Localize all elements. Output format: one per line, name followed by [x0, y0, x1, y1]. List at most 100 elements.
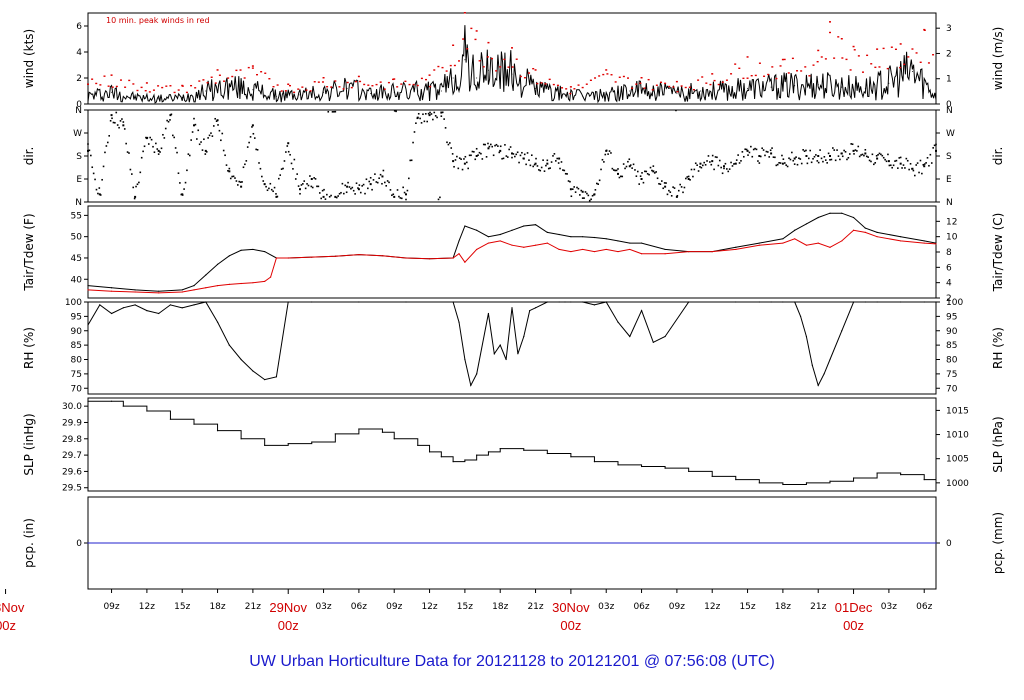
direction-point	[441, 111, 444, 114]
direction-point	[157, 149, 160, 152]
direction-point	[891, 166, 893, 169]
peak-wind-point	[750, 74, 753, 77]
peak-wind-point	[272, 86, 275, 88]
direction-point	[635, 175, 638, 177]
peak-wind-point	[157, 85, 160, 87]
y-axis-label-left: pcp. (in)	[22, 518, 36, 568]
direction-point	[752, 148, 755, 151]
direction-point	[685, 177, 687, 180]
direction-point	[212, 125, 215, 127]
direction-point	[266, 189, 269, 192]
direction-point	[846, 158, 848, 161]
direction-point	[378, 177, 380, 180]
direction-point	[444, 127, 447, 129]
peak-wind-point	[639, 82, 642, 84]
direction-point	[566, 173, 568, 175]
series-point	[517, 353, 519, 355]
direction-point	[229, 177, 232, 180]
direction-point	[426, 120, 428, 123]
wind-speed-point	[864, 87, 866, 89]
direction-point	[897, 167, 899, 169]
peak-wind-point	[495, 70, 498, 72]
direction-point	[781, 154, 783, 157]
direction-point	[386, 180, 389, 182]
peak-wind-point	[218, 74, 221, 76]
direction-point	[935, 149, 937, 152]
direction-point	[372, 179, 375, 181]
direction-point	[384, 181, 386, 184]
series-point	[193, 285, 195, 287]
direction-point	[110, 114, 113, 117]
y-axis-label-left: wind (kts)	[22, 29, 36, 88]
peak-wind-point	[816, 60, 819, 63]
direction-point	[244, 163, 246, 166]
y-axis-label-left: dir.	[22, 147, 36, 166]
direction-point	[802, 149, 804, 151]
series-point	[735, 478, 737, 481]
series-point	[470, 384, 472, 386]
peak-wind-point	[128, 79, 131, 82]
peak-wind-point	[787, 72, 790, 74]
direction-point	[234, 177, 236, 179]
direction-point	[419, 117, 421, 120]
direction-point	[302, 183, 304, 185]
direction-point	[156, 148, 159, 150]
direction-point	[482, 143, 485, 146]
direction-point	[135, 185, 137, 188]
direction-point	[121, 118, 123, 120]
direction-point	[851, 143, 854, 146]
direction-point	[682, 191, 684, 194]
series-point	[640, 253, 643, 255]
direction-point	[176, 151, 178, 154]
series-point	[464, 261, 466, 263]
direction-point	[628, 158, 631, 161]
right-tick-label: 0	[946, 539, 952, 549]
wind-speed-point	[794, 85, 796, 87]
peak-wind-point	[429, 85, 432, 88]
direction-point	[263, 183, 266, 186]
direction-point	[159, 151, 161, 153]
direction-point	[287, 150, 290, 153]
series-point	[711, 475, 713, 477]
direction-point	[152, 145, 154, 148]
series-point	[640, 242, 643, 244]
peak-wind-point	[235, 69, 238, 72]
peak-wind-point	[882, 47, 885, 50]
series-point	[464, 358, 466, 361]
peak-wind-point	[742, 77, 745, 80]
peak-wind-point	[812, 64, 815, 66]
right-tick-label: 1005	[946, 455, 969, 465]
direction-point	[788, 157, 790, 160]
series-point	[458, 253, 460, 255]
direction-point	[894, 160, 896, 162]
series-point	[240, 358, 242, 361]
right-tick-label: 75	[946, 370, 957, 380]
left-tick-label: 80	[71, 356, 83, 366]
direction-point	[131, 173, 133, 175]
right-tick-label: 1	[946, 75, 952, 85]
peak-wind-point	[441, 66, 444, 69]
series-point	[428, 258, 431, 260]
direction-point	[105, 145, 108, 147]
direction-point	[99, 194, 102, 196]
right-tick-label: 1000	[946, 479, 969, 489]
series-point	[841, 212, 843, 214]
series-point	[570, 301, 572, 303]
series-point	[805, 223, 808, 225]
direction-point	[447, 143, 450, 146]
direction-point	[587, 194, 590, 197]
series-point	[511, 229, 513, 231]
series-point	[799, 315, 802, 317]
peak-wind-point	[276, 84, 279, 86]
series-point	[193, 423, 195, 425]
series-point	[558, 248, 560, 251]
direction-point	[193, 117, 195, 120]
direction-point	[591, 194, 594, 197]
direction-point	[880, 153, 882, 156]
direction-point	[670, 195, 673, 197]
wind-speed-point	[888, 82, 890, 84]
right-tick-label: 1010	[946, 431, 969, 441]
direction-point	[122, 124, 125, 127]
series-point	[582, 236, 584, 238]
peak-wind-point	[781, 58, 784, 61]
